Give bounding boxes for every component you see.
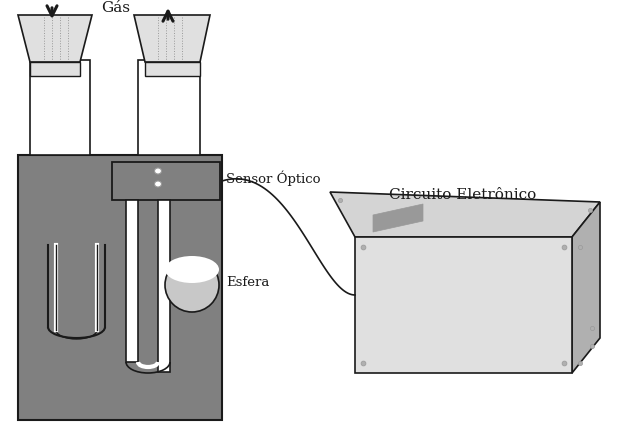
- Bar: [112, 162, 220, 200]
- Bar: [18, 155, 222, 420]
- Bar: [138, 60, 200, 155]
- Bar: [355, 237, 572, 373]
- Text: Sensor Óptico: Sensor Óptico: [226, 170, 321, 186]
- Bar: [126, 200, 138, 362]
- Text: Gás: Gás: [102, 1, 131, 15]
- Polygon shape: [18, 15, 92, 62]
- Bar: [30, 62, 80, 76]
- Bar: [30, 60, 90, 155]
- Bar: [158, 200, 170, 372]
- Polygon shape: [330, 192, 600, 237]
- Text: Circuito Eletrônico: Circuito Eletrônico: [389, 188, 537, 202]
- Bar: [145, 62, 200, 76]
- Polygon shape: [134, 15, 210, 62]
- Polygon shape: [373, 204, 423, 232]
- Ellipse shape: [155, 168, 162, 174]
- Polygon shape: [572, 202, 600, 373]
- Text: Esfera: Esfera: [226, 276, 269, 289]
- Ellipse shape: [165, 256, 219, 283]
- Ellipse shape: [155, 181, 162, 187]
- Ellipse shape: [165, 258, 219, 312]
